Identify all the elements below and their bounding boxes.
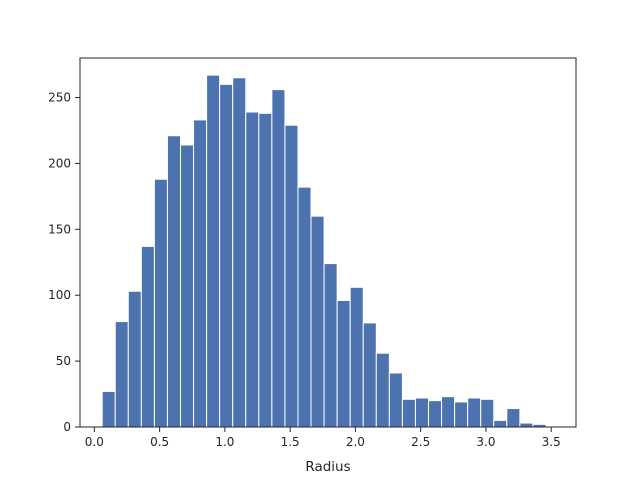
histogram-bar (388, 372, 403, 428)
histogram-bar (127, 290, 142, 428)
histogram-bar (101, 390, 116, 428)
y-tick-label: 50 (56, 354, 71, 368)
x-tick-label: 3.5 (542, 435, 561, 449)
histogram-bar (375, 352, 390, 428)
histogram-bar (349, 286, 364, 428)
histogram-bar (140, 245, 155, 428)
x-axis-label: Radius (305, 459, 350, 475)
histogram-bar (206, 74, 221, 428)
x-tick-label: 0.0 (85, 435, 104, 449)
x-tick-label: 1.5 (281, 435, 300, 449)
histogram-bar (467, 397, 482, 428)
histogram-bar (114, 321, 129, 428)
x-tick-label: 2.0 (346, 435, 365, 449)
histogram-bar (271, 89, 286, 428)
histogram-bar (362, 322, 377, 428)
y-tick-label: 200 (48, 156, 71, 170)
y-axis-ticks: 0 50 100 150 200 250 (48, 91, 80, 434)
histogram-bar (336, 299, 351, 428)
histogram-bar (219, 83, 234, 428)
y-tick-label: 100 (48, 288, 71, 302)
plot-frame (79, 57, 577, 428)
histogram-bar (310, 215, 325, 428)
histogram-bar (284, 124, 299, 428)
histogram-bar (401, 398, 416, 428)
y-tick-label: 0 (63, 420, 71, 434)
x-tick-label: 3.0 (476, 435, 495, 449)
x-tick-label: 2.5 (411, 435, 430, 449)
y-tick-label: 150 (48, 222, 71, 236)
histogram-bar (153, 178, 168, 428)
histogram-bar (428, 400, 443, 428)
histogram-bar (519, 422, 534, 428)
histogram-bar (441, 396, 456, 428)
x-tick-label: 0.5 (150, 435, 169, 449)
histogram-bar (180, 144, 195, 428)
x-tick-label: 1.0 (215, 435, 234, 449)
histogram-bar (506, 408, 521, 428)
histogram-bar (232, 77, 247, 428)
histogram-bars (101, 74, 547, 428)
histogram-bar (454, 401, 469, 428)
histogram-bar (297, 186, 312, 428)
histogram-bar (493, 419, 508, 428)
histogram-bar (193, 119, 208, 428)
histogram-bar (414, 397, 430, 428)
y-tick-label: 250 (48, 91, 71, 105)
histogram-bar (323, 263, 338, 428)
histogram-bar (245, 111, 260, 428)
histogram-bar (166, 135, 182, 428)
histogram-bar (258, 112, 273, 428)
histogram-bar (480, 398, 495, 428)
x-axis-ticks: 0.0 0.5 1.0 1.5 2.0 2.5 3.0 3.5 (85, 427, 561, 449)
